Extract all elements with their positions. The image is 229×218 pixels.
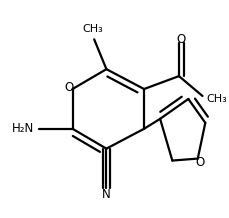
Text: CH₃: CH₃ [205, 94, 226, 104]
Text: O: O [176, 33, 185, 46]
Text: O: O [64, 81, 73, 94]
Text: N: N [102, 188, 110, 201]
Text: CH₃: CH₃ [82, 24, 103, 34]
Text: H₂N: H₂N [11, 122, 34, 135]
Text: O: O [195, 156, 204, 169]
